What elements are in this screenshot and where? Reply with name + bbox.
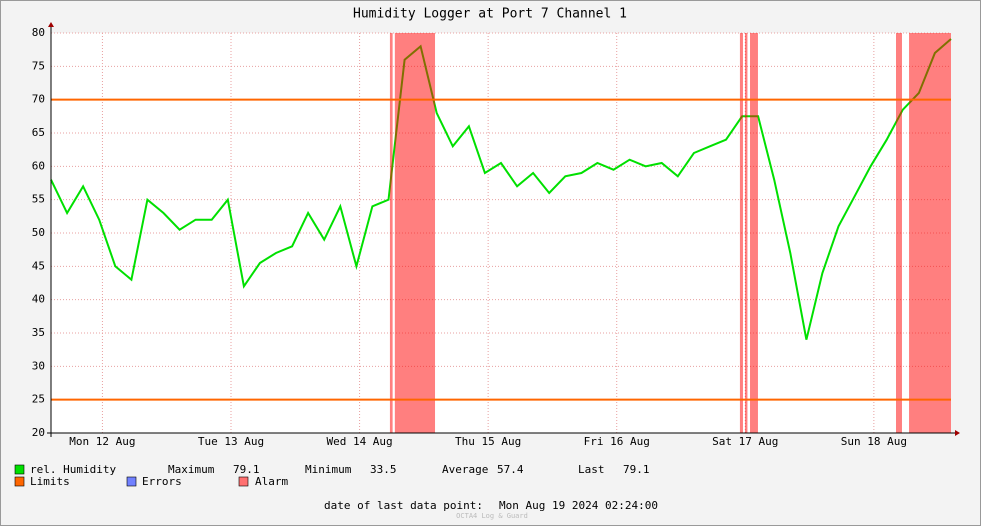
alarm-band [739, 33, 743, 433]
stat-value: 33.5 [370, 463, 397, 476]
watermark: OCTA4 Log & Guard [456, 512, 528, 520]
y-tick-label: 40 [32, 293, 45, 306]
stat-label: Last [578, 463, 605, 476]
x-tick-label: Fri 16 Aug [584, 435, 650, 448]
alarm-band [394, 33, 436, 433]
legend-label: Limits [30, 475, 70, 488]
data-line [50, 38, 952, 340]
alarm-band [750, 33, 758, 433]
x-arrow [955, 430, 960, 436]
y-tick-label: 35 [32, 326, 45, 339]
footer-value: Mon Aug 19 2024 02:24:00 [499, 499, 658, 512]
y-arrow [48, 22, 54, 27]
y-tick-label: 65 [32, 126, 45, 139]
legend-label: Alarm [255, 475, 288, 488]
x-tick-label: Thu 15 Aug [455, 435, 521, 448]
y-tick-label: 50 [32, 226, 45, 239]
x-tick-label: Wed 14 Aug [326, 435, 392, 448]
alarm-band [909, 33, 951, 433]
stat-label: Average [442, 463, 488, 476]
chart-title: Humidity Logger at Port 7 Channel 1 [353, 7, 627, 22]
legend-label: Errors [142, 475, 182, 488]
legend-swatch [238, 476, 249, 487]
y-tick-label: 75 [32, 59, 45, 72]
alarm-band [896, 33, 902, 433]
y-tick-label: 45 [32, 259, 45, 272]
y-tick-label: 20 [32, 426, 45, 439]
legend-swatch [126, 476, 137, 487]
y-tick-label: 55 [32, 193, 45, 206]
y-tick-label: 70 [32, 93, 45, 106]
legend-label: rel. Humidity [30, 463, 116, 476]
y-tick-label: 25 [32, 393, 45, 406]
stat-value: 57.4 [497, 463, 524, 476]
legend-swatch [14, 476, 25, 487]
legend-swatch [14, 464, 25, 475]
footer-label: date of last data point: [324, 499, 483, 512]
x-tick-label: Sun 18 Aug [841, 435, 907, 448]
y-tick-label: 30 [32, 359, 45, 372]
y-tick-label: 80 [32, 26, 45, 39]
stat-label: Minimum [305, 463, 352, 476]
alarm-band [745, 33, 748, 433]
stat-value: 79.1 [233, 463, 260, 476]
stat-value: 79.1 [623, 463, 650, 476]
x-tick-label: Mon 12 Aug [69, 435, 135, 448]
x-tick-label: Sat 17 Aug [712, 435, 778, 448]
stat-label: Maximum [168, 463, 215, 476]
alarm-band [389, 33, 393, 433]
x-tick-label: Tue 13 Aug [198, 435, 264, 448]
y-tick-label: 60 [32, 159, 45, 172]
